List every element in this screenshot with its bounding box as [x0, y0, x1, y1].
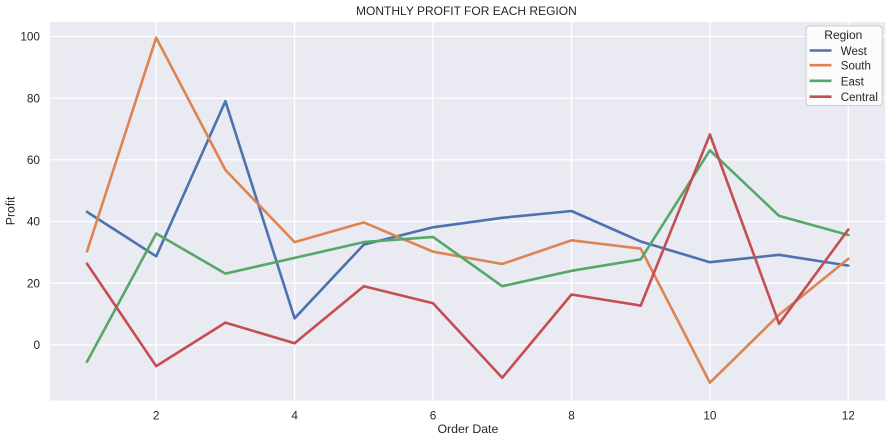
- svg-text:8: 8: [568, 408, 575, 422]
- svg-text:0: 0: [33, 338, 40, 352]
- svg-text:60: 60: [27, 153, 41, 167]
- svg-text:6: 6: [430, 408, 437, 422]
- svg-text:Central: Central: [841, 92, 878, 104]
- svg-text:20: 20: [27, 276, 41, 290]
- svg-text:12: 12: [842, 408, 855, 422]
- svg-text:Region: Region: [824, 28, 862, 42]
- svg-text:South: South: [841, 61, 871, 73]
- svg-text:40: 40: [27, 215, 41, 229]
- svg-text:MONTHLY PROFIT FOR EACH REGION: MONTHLY PROFIT FOR EACH REGION: [356, 4, 577, 18]
- svg-text:Profit: Profit: [4, 196, 18, 225]
- svg-text:East: East: [841, 76, 865, 88]
- svg-text:Order Date: Order Date: [437, 422, 498, 436]
- svg-text:80: 80: [27, 91, 41, 105]
- svg-text:4: 4: [291, 408, 298, 422]
- svg-text:West: West: [841, 46, 868, 58]
- svg-text:100: 100: [20, 30, 40, 44]
- svg-text:2: 2: [153, 408, 160, 422]
- svg-text:10: 10: [703, 408, 717, 422]
